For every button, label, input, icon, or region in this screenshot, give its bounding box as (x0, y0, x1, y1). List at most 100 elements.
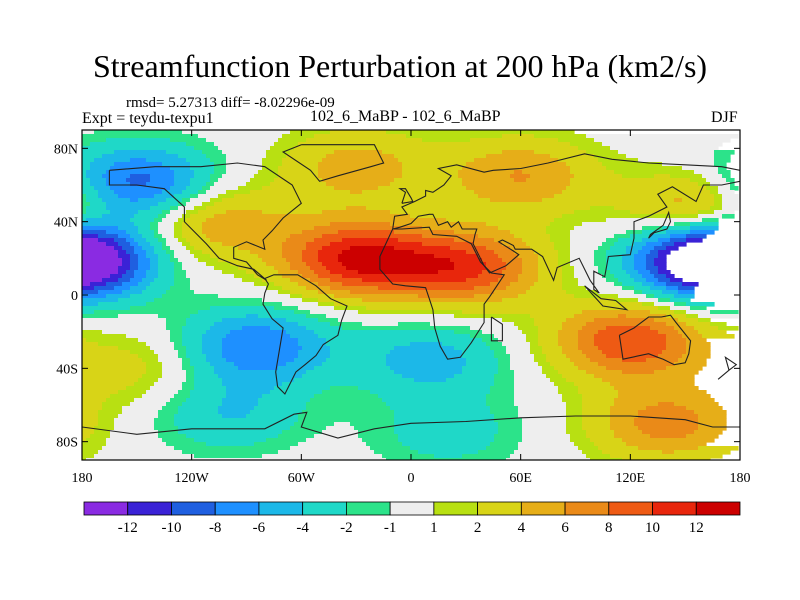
contour-cell (442, 342, 487, 347)
contour-cell (106, 202, 159, 207)
contour-cell (634, 422, 699, 427)
contour-cell (82, 350, 131, 355)
contour-cell (570, 438, 591, 443)
contour-cell (82, 390, 119, 395)
contour-cell (134, 222, 151, 227)
contour-cell (398, 322, 431, 327)
contour-cell (258, 398, 311, 403)
contour-cell (274, 386, 331, 391)
contour-cell (690, 230, 715, 235)
contour-cell (278, 366, 315, 371)
contour-cell (130, 242, 139, 247)
contour-cell (538, 362, 551, 367)
comparison-label: 102_6_MaBP - 102_6_MaBP (310, 108, 501, 125)
contour-cell (578, 282, 615, 287)
contour-cell (186, 434, 279, 439)
contour-cell (82, 198, 87, 203)
contour-cell (130, 198, 139, 203)
contour-cell (502, 134, 535, 139)
contour-cell (478, 274, 503, 279)
contour-cell (478, 450, 515, 455)
contour-cell (174, 178, 191, 183)
contour-cell (526, 334, 539, 339)
contour-cell (142, 278, 155, 283)
contour-cell (94, 286, 115, 291)
colorbar-swatch (345, 501, 391, 516)
contour-cell (130, 266, 139, 271)
contour-cell (502, 298, 615, 303)
contour-cell (622, 258, 635, 263)
contour-cell (538, 262, 559, 267)
contour-cell (314, 330, 455, 335)
contour-cell (182, 266, 215, 271)
contour-cell (114, 418, 155, 423)
contour-cell (98, 190, 115, 195)
contour-cell (566, 318, 595, 323)
contour-cell (222, 350, 299, 355)
y-tick-label: 40S (56, 362, 78, 377)
contour-cell (326, 266, 347, 271)
contour-cell (398, 438, 495, 443)
contour-cell (614, 206, 711, 211)
contour-cell (174, 282, 191, 287)
contour-cell (330, 222, 391, 227)
contour-cell (578, 366, 607, 371)
contour-cell (594, 338, 667, 343)
contour-cell (206, 190, 227, 195)
contour-cell (518, 410, 567, 415)
contour-cell (182, 366, 195, 371)
contour-cell (82, 254, 119, 259)
contour-cell (194, 382, 223, 387)
contour-cell (638, 446, 699, 451)
contour-cell (462, 366, 499, 371)
contour-cell (218, 294, 291, 299)
contour-cell (82, 210, 87, 215)
contour-cell (298, 342, 327, 347)
contour-cell (614, 298, 639, 303)
contour-cell (526, 242, 555, 247)
contour-cell (158, 202, 179, 207)
contour-cell (118, 390, 147, 395)
contour-cell (286, 362, 323, 367)
coastline (648, 210, 672, 239)
contour-cell (410, 342, 443, 347)
contour-cell (462, 350, 495, 355)
contour-cell (318, 174, 403, 179)
contour-cell (262, 278, 291, 283)
contour-cell (302, 374, 403, 379)
contour-cell (614, 282, 623, 287)
contour-cell (154, 382, 183, 387)
contour-cell (82, 146, 195, 151)
axes: 180 120W 60W 0 60E 120E 180 80N 40N 0 40S 80S (54, 130, 751, 486)
contour-cell (82, 206, 87, 211)
contour-cell (102, 174, 131, 179)
contour-cell (102, 154, 179, 159)
contour-cell (638, 298, 659, 303)
contour-cell (638, 426, 699, 431)
contour-cell (662, 450, 675, 455)
contour-cell (654, 262, 667, 267)
contour-cell (82, 158, 95, 163)
colorbar-label: -10 (161, 520, 181, 536)
contour-cell (706, 178, 727, 183)
contour-cell (258, 402, 307, 407)
contour-cell (610, 246, 627, 251)
coastline (618, 314, 692, 366)
contour-cell (106, 442, 167, 447)
contour-cell (218, 410, 251, 415)
contour-cell (190, 358, 207, 363)
contour-cell (694, 326, 719, 331)
contour-cell (494, 378, 515, 383)
contour-cell (166, 442, 207, 447)
contour-cell (342, 238, 399, 243)
contour-cell (446, 218, 555, 223)
contour-cell (86, 194, 99, 199)
contour-cell (206, 234, 291, 239)
contour-cell (690, 178, 707, 183)
contour-cell (186, 354, 207, 359)
contour-cell (274, 306, 299, 311)
contour-cell (682, 166, 719, 171)
contour-cell (610, 418, 635, 423)
contour-cell (330, 354, 387, 359)
contour-cell (182, 362, 191, 367)
